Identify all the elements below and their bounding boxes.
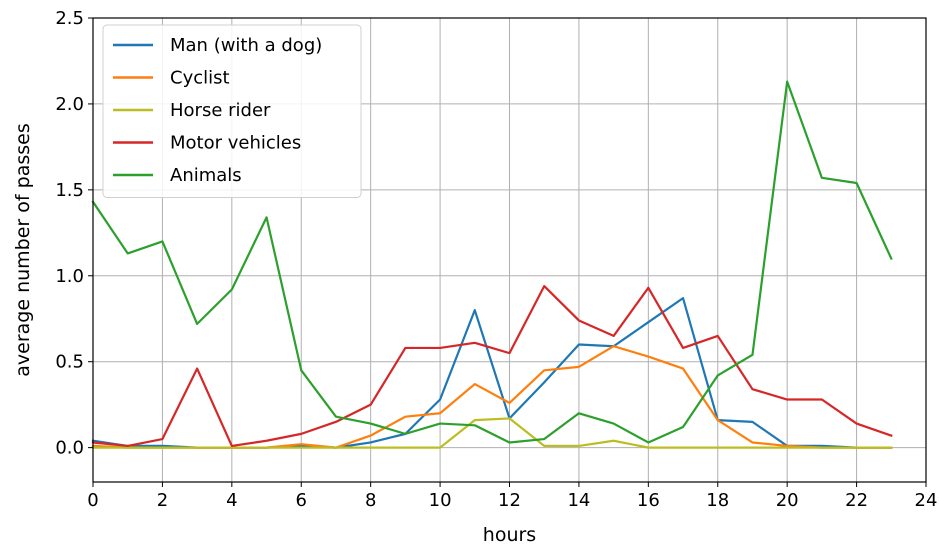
y-tick-label: 2.0 bbox=[55, 94, 84, 115]
legend-label: Animals bbox=[170, 165, 242, 186]
legend-label: Man (with a dog) bbox=[170, 35, 322, 56]
x-tick-label: 18 bbox=[706, 490, 729, 511]
y-tick-label: 1.5 bbox=[55, 180, 84, 201]
x-tick-label: 0 bbox=[87, 490, 98, 511]
series-line-man-with-a-dog bbox=[91, 297, 893, 449]
x-tick-label: 4 bbox=[226, 490, 237, 511]
x-tick-label: 8 bbox=[365, 490, 376, 511]
legend: Man (with a dog) Cyclist Horse rider Motor … bbox=[102, 24, 362, 198]
x-tick-label: 22 bbox=[845, 490, 868, 511]
x-tick-label: 6 bbox=[296, 490, 307, 511]
y-axis-ticks: 0.0 0.5 1.0 1.5 2.0 2.5 bbox=[55, 8, 93, 459]
legend-label: Horse rider bbox=[170, 100, 271, 121]
legend-box bbox=[102, 24, 362, 198]
x-tick-label: 12 bbox=[498, 490, 521, 511]
series-line-motor-vehicles bbox=[91, 284, 893, 448]
y-tick-label: 0.0 bbox=[55, 438, 84, 459]
series-line-animals bbox=[91, 80, 893, 444]
x-tick-label: 20 bbox=[776, 490, 799, 511]
series-lines bbox=[91, 80, 893, 449]
y-tick-label: 2.5 bbox=[55, 8, 84, 29]
y-axis-label: average number of passes bbox=[12, 123, 34, 376]
legend-label: Cyclist bbox=[170, 68, 230, 89]
x-tick-label: 14 bbox=[567, 490, 590, 511]
y-tick-label: 0.5 bbox=[55, 352, 84, 373]
x-tick-label: 24 bbox=[915, 490, 938, 511]
y-tick-label: 1.0 bbox=[55, 266, 84, 287]
x-tick-label: 16 bbox=[637, 490, 660, 511]
legend-label: Motor vehicles bbox=[170, 133, 301, 154]
series-line-horse-rider bbox=[91, 417, 893, 449]
x-axis-label: hours bbox=[483, 524, 536, 546]
x-tick-label: 2 bbox=[157, 490, 168, 511]
x-tick-label: 10 bbox=[429, 490, 452, 511]
x-axis-ticks: 0 2 4 6 8 10 12 14 16 18 20 22 24 bbox=[87, 482, 937, 511]
